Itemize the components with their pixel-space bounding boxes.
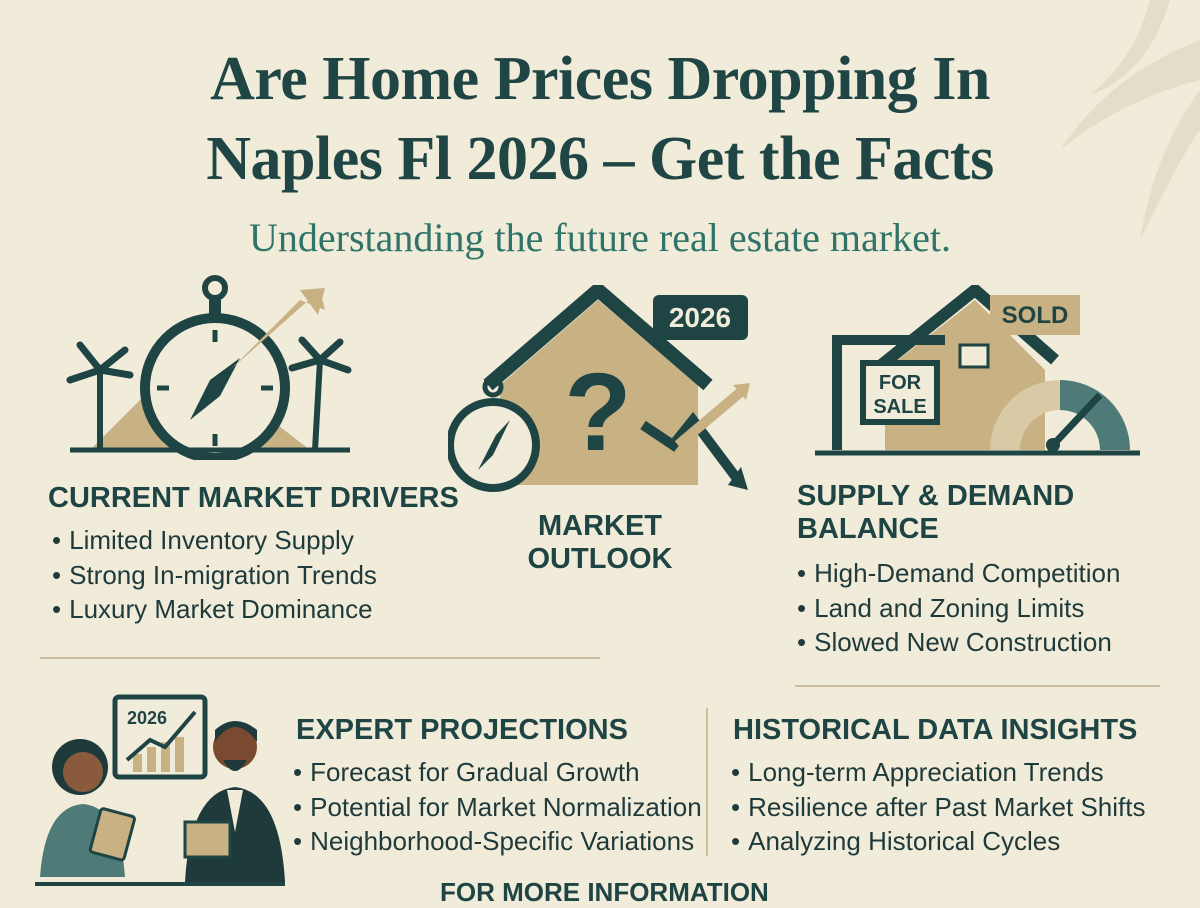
title-line: Are Home Prices Dropping In (210, 45, 990, 113)
bullet-item: Slowed New Construction (797, 625, 1120, 660)
section-heading: SUPPLY & DEMAND BALANCE (797, 480, 1074, 547)
for-sale-sign: SALE (873, 396, 926, 418)
section-heading: MARKET OUTLOOK (450, 510, 750, 577)
heading-line: OUTLOOK (527, 543, 673, 576)
bullet-item: Long-term Appreciation Trends (731, 755, 1146, 790)
for-sale-sign: FOR (879, 372, 922, 394)
compass-icon (66, 275, 352, 460)
footer-heading: FOR MORE INFORMATION (440, 877, 769, 907)
svg-text:?: ? (564, 351, 631, 474)
bullet-item: Forecast for Gradual Growth (293, 755, 702, 790)
palm-shadow (1060, 0, 1200, 240)
divider (40, 657, 600, 659)
bullet-item: Luxury Market Dominance (52, 592, 377, 627)
bullet-item: Limited Inventory Supply (52, 523, 377, 558)
bullet-item: Potential for Market Normalization (293, 790, 702, 825)
bullet-list: Long-term Appreciation Trends Resilience… (731, 755, 1146, 859)
bullet-item: Strong In-migration Trends (52, 558, 377, 593)
bullet-item: Neighborhood-Specific Variations (293, 824, 702, 859)
year-badge: 2026 (669, 302, 731, 333)
section-heading: CURRENT MARKET DRIVERS (48, 482, 459, 514)
section-heading: HISTORICAL DATA INSIGHTS (733, 714, 1138, 746)
experts-icon: 2026 (35, 694, 285, 886)
subtitle: Understanding the future real estate mar… (249, 215, 951, 260)
divider (795, 685, 1160, 687)
bullet-item: Land and Zoning Limits (797, 591, 1120, 626)
heading-line: BALANCE (797, 513, 939, 546)
supply-demand-icon: SOLD FOR SALE (815, 285, 1140, 456)
bullet-item: Resilience after Past Market Shifts (731, 790, 1145, 825)
divider (706, 708, 708, 856)
bullet-list: Limited Inventory Supply Strong In-migra… (52, 523, 377, 627)
title-line: Naples Fl 2026 – Get the Facts (206, 125, 994, 193)
bullet-item: High-Demand Competition (797, 556, 1120, 591)
chart-year: 2026 (127, 708, 167, 728)
heading-line: SUPPLY & DEMAND (797, 480, 1075, 512)
section-heading: EXPERT PROJECTIONS (296, 714, 628, 746)
bullet-list: Forecast for Gradual Growth Potential fo… (293, 755, 702, 859)
market-outlook-icon: ? 2026 (448, 285, 750, 492)
bullet-item: Analyzing Historical Cycles (731, 824, 1146, 859)
heading-line: MARKET (537, 510, 663, 542)
bullet-list: High-Demand Competition Land and Zoning … (797, 556, 1120, 660)
sold-sign: SOLD (1002, 302, 1069, 329)
